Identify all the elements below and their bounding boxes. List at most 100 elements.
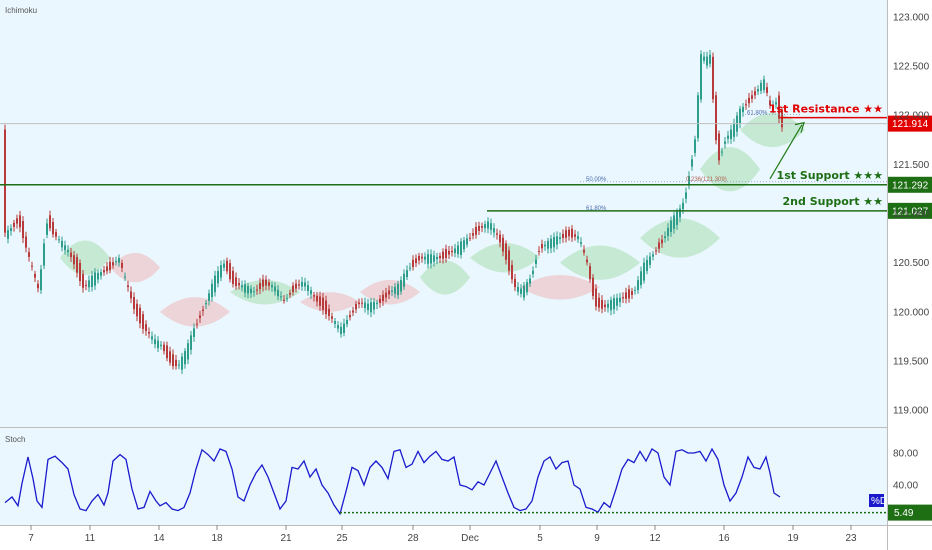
- stoch-tick-label: 40.00: [893, 481, 918, 492]
- candle-body: [688, 176, 690, 185]
- candle-body: [97, 272, 99, 280]
- candle-body: [163, 344, 165, 352]
- candle-body: [748, 97, 750, 104]
- candle-body: [376, 302, 378, 305]
- candle-body: [361, 302, 363, 304]
- candle-body: [268, 282, 270, 286]
- candle-body: [58, 239, 60, 241]
- price-tick-label: 122.500: [893, 62, 930, 73]
- candle-body: [265, 279, 267, 286]
- time-tick-label: 11: [85, 533, 96, 544]
- candle-body: [442, 251, 444, 259]
- candle-body: [460, 241, 462, 256]
- candle-body: [139, 307, 141, 324]
- candle-body: [571, 228, 573, 238]
- candle-body: [493, 228, 495, 233]
- time-tick-label: 12: [649, 533, 661, 544]
- candle-body: [358, 302, 360, 305]
- candle-body: [298, 284, 300, 286]
- candle-body: [127, 285, 129, 288]
- candle-body: [295, 283, 297, 289]
- candle-body: [562, 233, 564, 238]
- candle-body: [532, 270, 534, 275]
- candle-body: [40, 269, 42, 291]
- candle-body: [436, 256, 438, 260]
- candle-body: [637, 280, 639, 291]
- candle-body: [445, 249, 447, 258]
- candle-body: [214, 275, 216, 293]
- stoch-tick-label: 80.00: [893, 449, 918, 460]
- candle-body: [520, 288, 522, 294]
- candle-body: [199, 315, 201, 318]
- candle-body: [103, 270, 105, 273]
- candle-body: [598, 297, 600, 308]
- candle-body: [481, 225, 483, 228]
- candle-body: [538, 251, 540, 253]
- candle-body: [274, 286, 276, 292]
- candle-body: [280, 296, 282, 298]
- candle-body: [427, 254, 429, 264]
- candle-body: [232, 270, 234, 285]
- cloud-patch: [60, 240, 110, 275]
- candle-body: [121, 262, 123, 268]
- candle-body: [403, 273, 405, 287]
- candle-body: [634, 289, 636, 291]
- price-tick-label: 122.000: [893, 111, 930, 122]
- candle-body: [649, 256, 651, 265]
- candle-body: [478, 225, 480, 231]
- candle-body: [418, 255, 420, 261]
- candle-body: [727, 135, 729, 139]
- resistance-price-tag: [888, 115, 932, 132]
- candle-body: [25, 236, 27, 248]
- candle-body: [421, 256, 423, 259]
- candle-body: [55, 232, 57, 237]
- support-1-label: 1st Support ★★★: [777, 169, 884, 182]
- candle-body: [250, 288, 252, 294]
- candle-body: [724, 141, 726, 144]
- candle-body: [10, 228, 12, 232]
- fib-label: 61.80%: [747, 111, 768, 117]
- candle-body: [106, 266, 108, 272]
- candle-body: [721, 151, 723, 153]
- stoch-level-tag-text: 5.49: [894, 508, 914, 519]
- support-2-label: 2nd Support ★★: [783, 195, 884, 208]
- candle-body: [235, 277, 237, 286]
- candle-body: [241, 285, 243, 288]
- candle-body: [457, 245, 459, 255]
- candle-body: [583, 249, 585, 253]
- candle-body: [712, 56, 714, 100]
- price-levels: 1st Resistance ★★ 1st Support ★★★ 2nd Supp…: [0, 103, 932, 219]
- time-tick-label: 23: [845, 533, 857, 544]
- price-tick-label: 119.000: [893, 406, 929, 417]
- candle-body: [616, 297, 618, 306]
- candle-body: [85, 285, 87, 287]
- candle-body: [175, 359, 177, 366]
- candle-body: [370, 302, 372, 313]
- candle-body: [556, 236, 558, 245]
- candle-body: [643, 262, 645, 281]
- candle-body: [586, 259, 588, 263]
- time-tick-label: Dec: [461, 533, 479, 544]
- cloud-patch: [160, 297, 230, 327]
- stoch-pane-bg: [0, 428, 887, 525]
- candle-body: [430, 254, 432, 264]
- candle-body: [667, 227, 669, 237]
- candle-body: [661, 239, 663, 244]
- price-tick-label: 121.000: [893, 209, 930, 220]
- cloud-patch: [700, 147, 760, 192]
- candle-body: [193, 328, 195, 337]
- candle-body: [217, 271, 219, 284]
- candle-body: [52, 222, 54, 235]
- stoch-line: [4, 447, 781, 516]
- main-pane-bg: [0, 0, 887, 427]
- candle-body: [328, 308, 330, 317]
- candle-body: [352, 310, 354, 313]
- candle-body: [550, 238, 552, 249]
- price-tick-label: 123.000: [893, 12, 930, 23]
- fib-label: 61.80%: [586, 206, 607, 212]
- candle-body: [385, 292, 387, 298]
- price-tick-label: 120.000: [893, 307, 930, 318]
- candle-body: [484, 224, 486, 229]
- candle-body: [559, 237, 561, 240]
- candle-body: [133, 297, 135, 310]
